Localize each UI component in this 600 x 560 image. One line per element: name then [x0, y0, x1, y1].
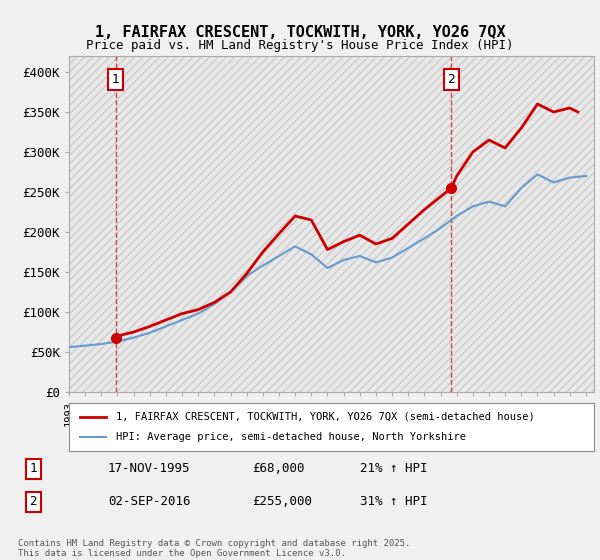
Text: 1: 1 — [29, 463, 37, 475]
Text: 1: 1 — [112, 73, 119, 86]
Text: 17-NOV-1995: 17-NOV-1995 — [108, 463, 191, 475]
Text: Contains HM Land Registry data © Crown copyright and database right 2025.
This d: Contains HM Land Registry data © Crown c… — [18, 539, 410, 558]
Text: 02-SEP-2016: 02-SEP-2016 — [108, 496, 191, 508]
Text: £255,000: £255,000 — [252, 496, 312, 508]
Text: 2: 2 — [448, 73, 455, 86]
Text: 1, FAIRFAX CRESCENT, TOCKWITH, YORK, YO26 7QX (semi-detached house): 1, FAIRFAX CRESCENT, TOCKWITH, YORK, YO2… — [116, 412, 535, 422]
Text: 2: 2 — [29, 496, 37, 508]
Text: 1, FAIRFAX CRESCENT, TOCKWITH, YORK, YO26 7QX: 1, FAIRFAX CRESCENT, TOCKWITH, YORK, YO2… — [95, 25, 505, 40]
Text: HPI: Average price, semi-detached house, North Yorkshire: HPI: Average price, semi-detached house,… — [116, 432, 466, 442]
Text: Price paid vs. HM Land Registry's House Price Index (HPI): Price paid vs. HM Land Registry's House … — [86, 39, 514, 52]
Text: £68,000: £68,000 — [252, 463, 305, 475]
Text: 21% ↑ HPI: 21% ↑ HPI — [360, 463, 427, 475]
Text: 31% ↑ HPI: 31% ↑ HPI — [360, 496, 427, 508]
